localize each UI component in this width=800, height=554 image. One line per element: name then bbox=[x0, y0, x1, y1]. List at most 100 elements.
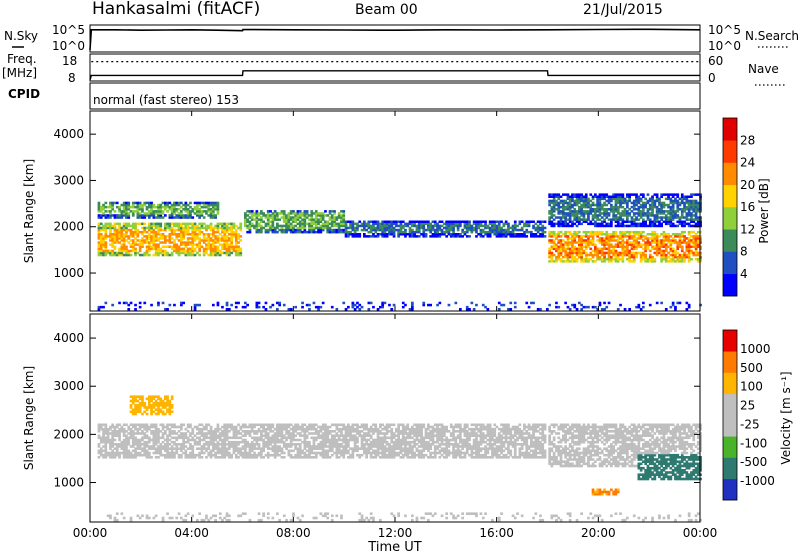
heatmap-cell bbox=[312, 443, 316, 446]
heatmap-cell bbox=[129, 249, 133, 253]
heatmap-cell bbox=[212, 430, 215, 433]
heatmap-cell bbox=[347, 226, 350, 230]
heatmap-cell bbox=[173, 247, 176, 251]
heatmap-cell bbox=[479, 220, 483, 223]
heatmap-cell bbox=[635, 212, 638, 215]
heatmap-cell bbox=[244, 445, 247, 448]
heatmap-cell bbox=[639, 251, 643, 255]
heatmap-cell bbox=[228, 237, 231, 240]
heatmap-cell bbox=[674, 197, 677, 201]
heatmap-cell bbox=[255, 305, 259, 309]
heatmap-cell bbox=[127, 308, 131, 311]
heatmap-cell bbox=[131, 395, 135, 398]
heatmap-cell bbox=[630, 251, 634, 255]
heatmap-cell bbox=[212, 247, 215, 251]
heatmap-cell bbox=[628, 208, 631, 211]
heatmap-cell bbox=[209, 440, 213, 444]
heatmap-cell bbox=[550, 212, 554, 215]
heatmap-cell bbox=[193, 247, 197, 251]
heatmap-cell bbox=[216, 427, 220, 431]
heatmap-cell bbox=[266, 214, 270, 217]
heatmap-cell bbox=[221, 237, 224, 240]
heatmap-cell bbox=[605, 203, 609, 207]
heatmap-cell bbox=[637, 233, 641, 236]
heatmap-cell bbox=[125, 226, 128, 230]
heatmap-cell bbox=[294, 443, 297, 446]
heatmap-cell bbox=[347, 230, 350, 234]
heatmap-cell bbox=[239, 432, 243, 435]
heatmap-cell bbox=[388, 230, 391, 234]
heatmap-cell bbox=[408, 230, 412, 234]
heatmap-cell bbox=[152, 436, 156, 440]
heatmap-cell bbox=[161, 233, 165, 236]
heatmap-cell bbox=[557, 233, 561, 236]
heatmap-cell bbox=[230, 423, 233, 427]
heatmap-cell bbox=[212, 303, 215, 307]
heatmap-cell bbox=[118, 205, 121, 209]
heatmap-cell bbox=[129, 453, 133, 457]
heatmap-cell bbox=[461, 220, 464, 223]
heatmap-cell bbox=[612, 237, 615, 240]
heatmap-cell bbox=[626, 241, 629, 244]
heatmap-cell bbox=[152, 228, 156, 232]
heatmap-cell bbox=[161, 205, 165, 209]
heatmap-cell bbox=[680, 258, 684, 261]
heatmap-cell bbox=[207, 233, 211, 236]
heatmap-cell bbox=[207, 453, 211, 457]
heatmap-cell bbox=[278, 434, 281, 437]
heatmap-cell bbox=[115, 518, 119, 522]
heatmap-cell bbox=[134, 224, 137, 228]
heatmap-cell bbox=[687, 208, 691, 211]
heatmap-cell bbox=[296, 222, 300, 226]
heatmap-cell bbox=[125, 251, 128, 255]
heatmap-cell bbox=[616, 210, 620, 213]
heatmap-cell bbox=[191, 210, 195, 213]
heatmap-cell bbox=[612, 230, 615, 234]
heatmap-cell bbox=[635, 218, 638, 221]
heatmap-cell bbox=[260, 449, 263, 453]
heatmap-cell bbox=[134, 438, 137, 442]
heatmap-cell bbox=[685, 195, 689, 198]
heatmap-cell bbox=[186, 423, 190, 427]
heatmap-cell bbox=[264, 224, 268, 228]
heatmap-cell bbox=[429, 235, 432, 238]
heatmap-cell bbox=[319, 451, 323, 455]
heatmap-cell bbox=[182, 247, 185, 251]
heatmap-cell bbox=[694, 222, 698, 226]
heatmap-cell bbox=[607, 197, 611, 201]
heatmap-cell bbox=[244, 218, 247, 221]
heatmap-cell bbox=[145, 245, 149, 248]
heatmap-cell bbox=[150, 237, 153, 240]
heatmap-cell bbox=[221, 239, 224, 242]
heatmap-cell bbox=[454, 224, 458, 228]
heatmap-cell bbox=[376, 224, 380, 228]
heatmap-cell bbox=[582, 203, 586, 207]
heatmap-cell bbox=[209, 237, 213, 240]
heatmap-cell bbox=[454, 233, 458, 236]
heatmap-cell bbox=[234, 425, 238, 429]
heatmap-cell bbox=[166, 404, 169, 407]
heatmap-cell bbox=[287, 224, 291, 228]
heatmap-cell bbox=[223, 239, 227, 242]
heatmap-cell bbox=[642, 235, 645, 238]
heatmap-cell bbox=[198, 226, 201, 230]
heatmap-cell bbox=[136, 395, 140, 398]
heatmap-cell bbox=[603, 203, 606, 207]
heatmap-cell bbox=[102, 449, 105, 453]
heatmap-cell bbox=[587, 210, 590, 213]
heatmap-cell bbox=[562, 201, 565, 205]
heatmap-cell bbox=[463, 230, 467, 234]
heatmap-cell bbox=[120, 230, 124, 234]
heatmap-cell bbox=[250, 224, 254, 228]
heatmap-cell bbox=[308, 303, 311, 307]
heatmap-cell bbox=[166, 449, 169, 453]
heatmap-cell bbox=[580, 203, 583, 207]
heatmap-cell bbox=[447, 220, 451, 223]
heatmap-cell bbox=[186, 241, 190, 244]
heatmap-cell bbox=[363, 233, 366, 236]
heatmap-cell bbox=[497, 224, 501, 228]
heatmap-cell bbox=[198, 443, 201, 446]
heatmap-cell bbox=[518, 222, 522, 226]
heatmap-cell bbox=[436, 226, 439, 230]
heatmap-cell bbox=[255, 440, 259, 444]
